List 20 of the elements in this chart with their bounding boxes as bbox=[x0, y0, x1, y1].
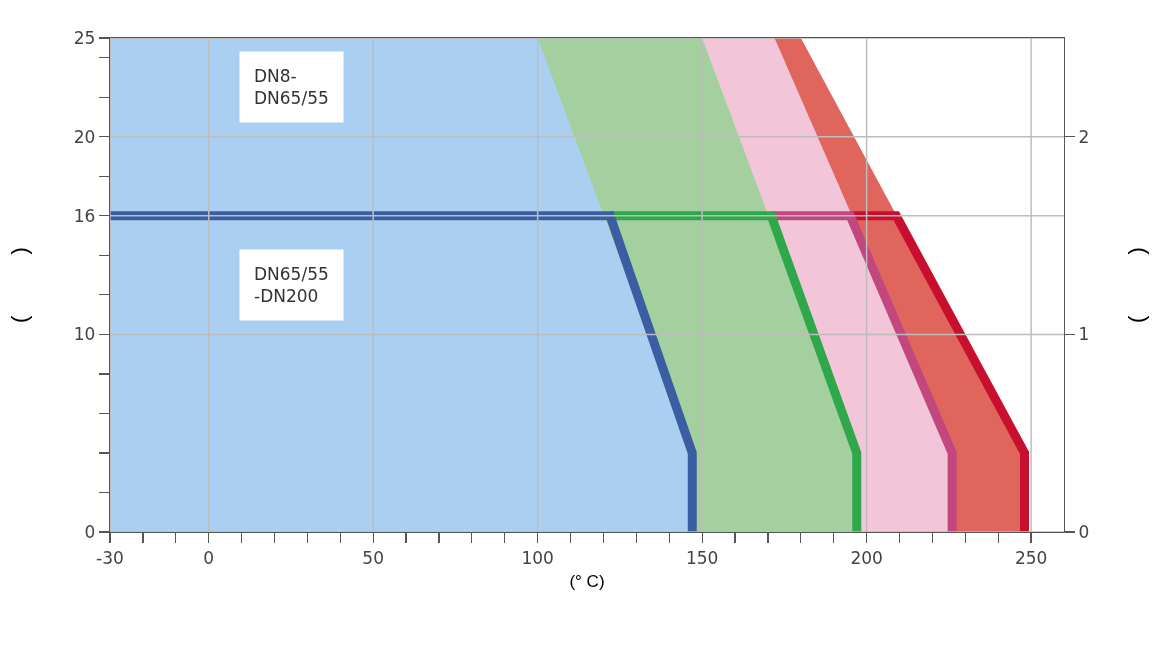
y-tick-label: 25 bbox=[73, 27, 96, 48]
y-tick-label: 16 bbox=[73, 205, 96, 226]
x-tick-label: 200 bbox=[850, 547, 883, 568]
y-tick-label: 20 bbox=[73, 126, 96, 147]
x-tick-label: 150 bbox=[685, 547, 719, 568]
x-tick-label: 100 bbox=[521, 547, 554, 568]
y-axis-title: ( ) bbox=[6, 247, 32, 323]
y-tick-label: 10 bbox=[73, 324, 96, 345]
x-tick-label: 0 bbox=[203, 547, 215, 568]
y2-axis-title: ( ) bbox=[1124, 247, 1150, 323]
annotation: DN65/55 -DN200 bbox=[254, 264, 329, 307]
y-tick-label: 0 bbox=[84, 521, 96, 542]
y2-tick-label: 2 bbox=[1078, 126, 1090, 147]
y2-tick-label: 1 bbox=[1078, 324, 1090, 345]
x-tick-label: -30 bbox=[96, 547, 124, 568]
annotation: DN8- DN65/55 bbox=[254, 66, 329, 109]
x-axis-title: (° C) bbox=[569, 571, 605, 591]
x-tick-label: 50 bbox=[362, 547, 384, 568]
x-tick-label: 250 bbox=[1014, 547, 1048, 568]
y2-tick-label: 0 bbox=[1078, 521, 1090, 542]
